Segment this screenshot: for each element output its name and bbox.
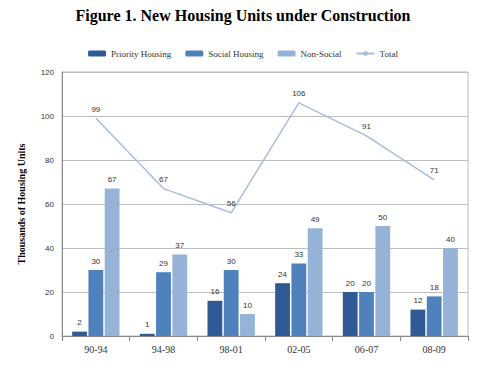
svg-text:60: 60 <box>45 200 54 209</box>
svg-text:30: 30 <box>91 257 100 266</box>
svg-text:0: 0 <box>50 332 55 341</box>
svg-text:29: 29 <box>159 259 168 268</box>
svg-text:Priority Housing: Priority Housing <box>111 49 172 59</box>
svg-text:56: 56 <box>227 199 236 208</box>
svg-text:94-98: 94-98 <box>152 344 175 355</box>
svg-text:10: 10 <box>243 301 252 310</box>
svg-text:50: 50 <box>378 213 387 222</box>
svg-text:71: 71 <box>430 166 439 175</box>
svg-text:Thousands of Housing Units: Thousands of Housing Units <box>16 143 27 264</box>
svg-text:120: 120 <box>41 68 55 77</box>
svg-text:49: 49 <box>311 215 320 224</box>
svg-text:20: 20 <box>346 279 355 288</box>
svg-text:24: 24 <box>278 270 287 279</box>
svg-text:12: 12 <box>413 296 422 305</box>
svg-text:Social Housing: Social Housing <box>208 49 264 59</box>
svg-text:20: 20 <box>362 279 371 288</box>
svg-text:91: 91 <box>362 122 371 131</box>
svg-text:40: 40 <box>45 244 54 253</box>
svg-text:90-94: 90-94 <box>84 344 107 355</box>
svg-text:106: 106 <box>292 89 306 98</box>
svg-text:80: 80 <box>45 156 54 165</box>
svg-text:67: 67 <box>159 175 168 184</box>
svg-text:16: 16 <box>210 287 219 296</box>
svg-text:20: 20 <box>45 288 54 297</box>
svg-text:Figure 1. New Housing Units un: Figure 1. New Housing Units under Constr… <box>76 7 411 25</box>
svg-text:30: 30 <box>227 257 236 266</box>
svg-text:99: 99 <box>91 105 100 114</box>
svg-text:100: 100 <box>41 112 55 121</box>
svg-text:33: 33 <box>294 250 303 259</box>
svg-text:67: 67 <box>108 175 117 184</box>
svg-text:02-05: 02-05 <box>287 344 310 355</box>
svg-text:98-01: 98-01 <box>219 344 242 355</box>
svg-text:1: 1 <box>145 320 150 329</box>
svg-text:Total: Total <box>380 49 399 59</box>
svg-text:06-07: 06-07 <box>355 344 378 355</box>
svg-text:18: 18 <box>430 283 439 292</box>
svg-text:08-09: 08-09 <box>422 344 445 355</box>
svg-text:Non-Social: Non-Social <box>301 49 342 59</box>
svg-text:40: 40 <box>446 235 455 244</box>
svg-text:37: 37 <box>175 241 184 250</box>
svg-text:2: 2 <box>77 318 82 327</box>
